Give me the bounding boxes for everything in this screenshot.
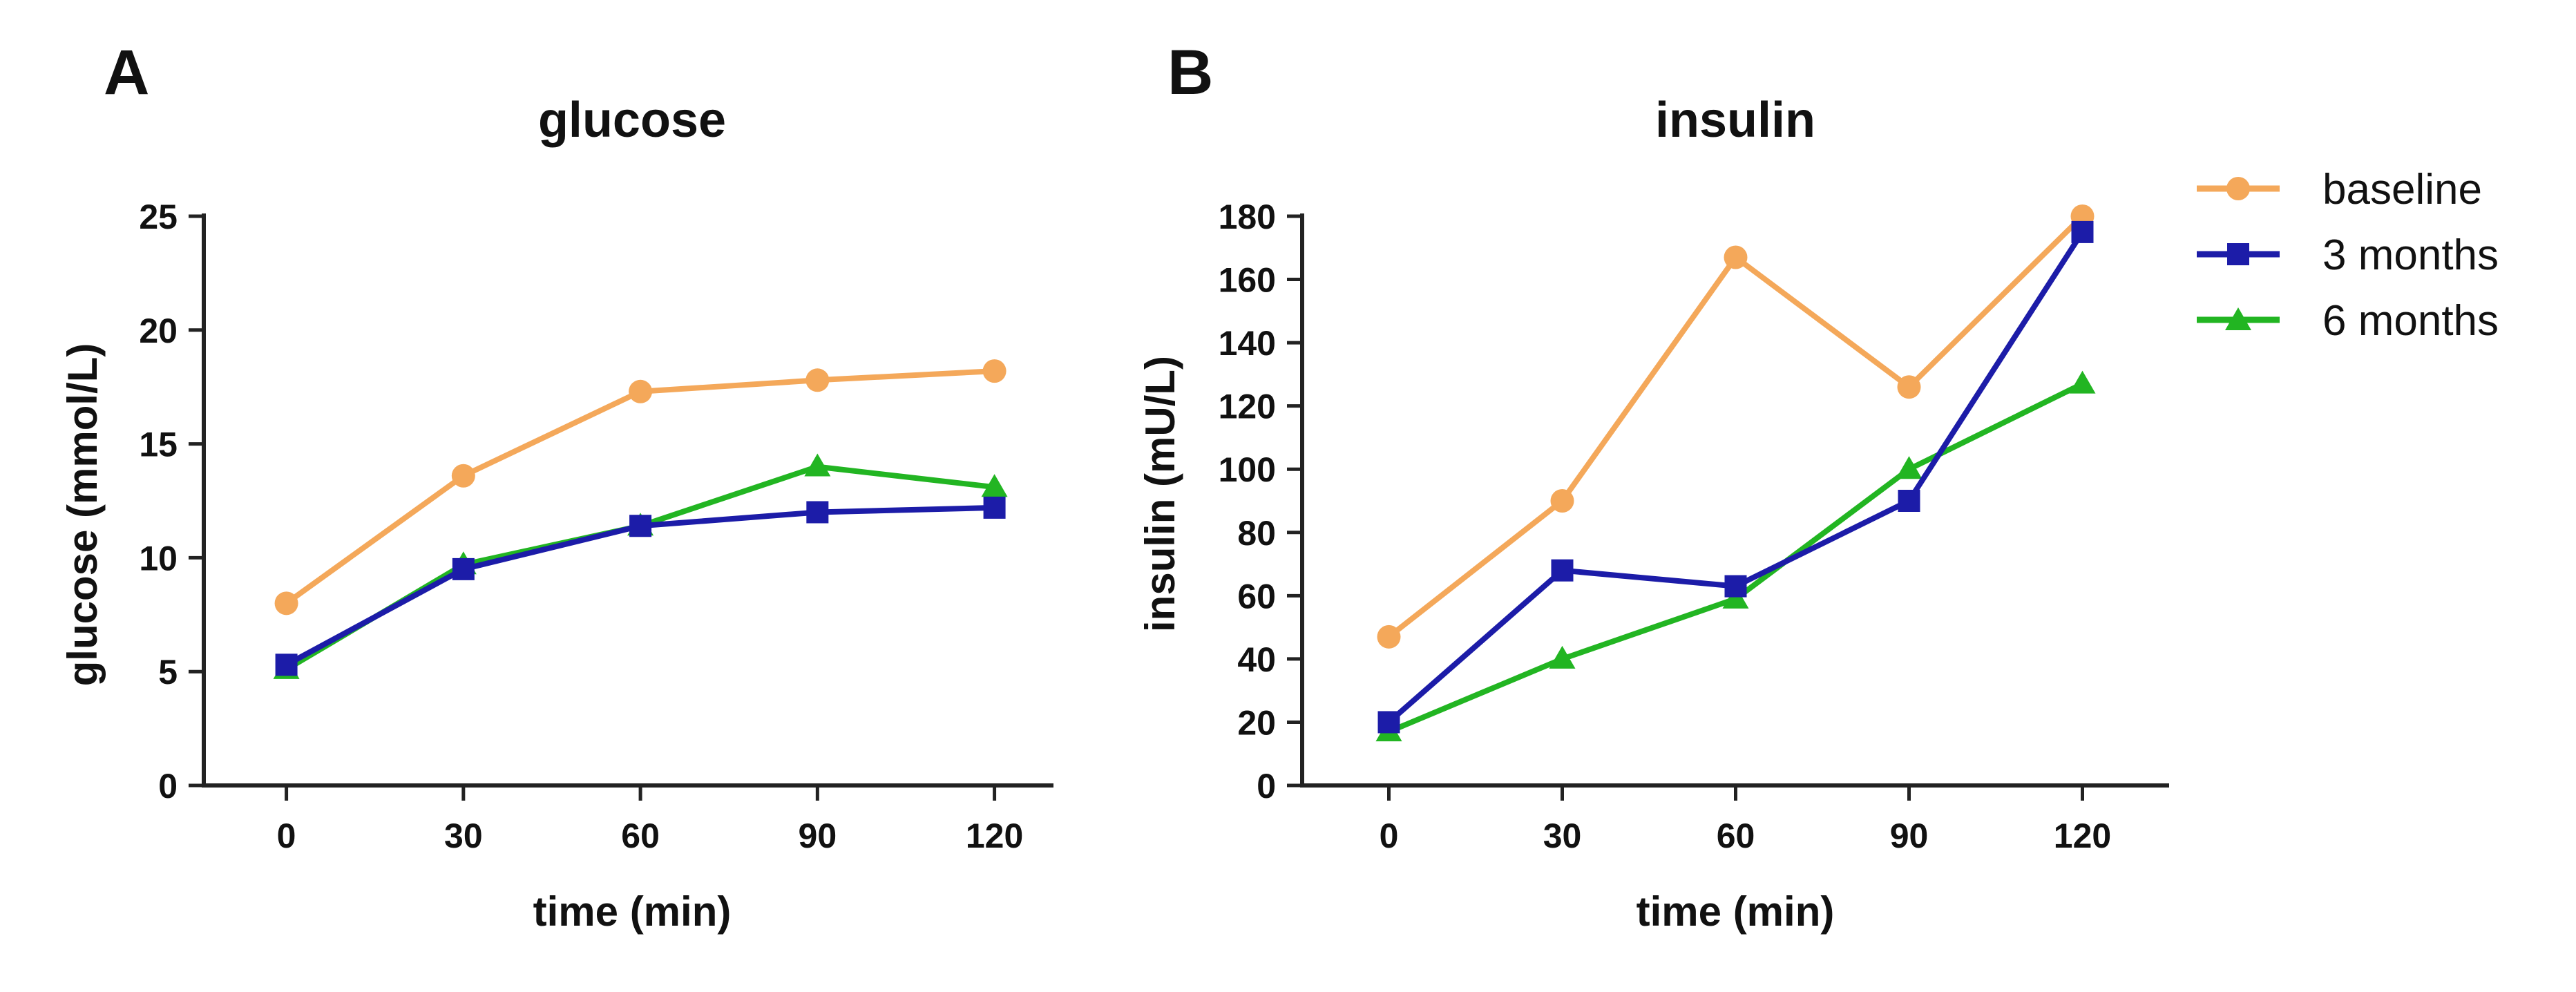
x-tick-label-glucose: 30 (444, 817, 483, 855)
data-point-3-months-glucose (629, 515, 652, 537)
data-point-3-months-glucose (806, 501, 829, 524)
y-tick-label-insulin: 180 (1219, 198, 1276, 236)
panel-letter-b: B (1167, 37, 1213, 108)
panel-b: B insulin time (min) insulin (mU/L) 0 20 4… (1137, 37, 2169, 935)
data-point-baseline-glucose (451, 464, 475, 488)
data-point-3-months-insulin (1898, 490, 1920, 512)
y-tick-label-glucose: 20 (139, 312, 178, 350)
data-point-baseline-glucose (629, 379, 653, 403)
x-tick-label-insulin: 60 (1717, 817, 1755, 855)
x-tick-label-glucose: 0 (277, 817, 296, 855)
y-tick-label-insulin: 60 (1237, 577, 1276, 616)
data-point-3-months-insulin (1551, 559, 1574, 582)
y-tick-label-insulin: 80 (1237, 514, 1276, 553)
data-point-baseline-insulin (1724, 245, 1748, 269)
series-line-6-months-glucose (285, 464, 995, 672)
data-point-baseline-insulin (1550, 489, 1574, 513)
chart-title-glucose: glucose (538, 93, 726, 148)
y-axis-label-glucose: glucose (mmol/L) (59, 343, 106, 687)
x-tick-label-glucose: 120 (966, 817, 1023, 855)
data-point-baseline-glucose (274, 591, 298, 616)
data-point-3-months-glucose (452, 557, 475, 580)
y-tick-label-insulin: 140 (1219, 324, 1276, 363)
data-point-6-months-glucose (804, 453, 831, 477)
x-tick-label-insulin: 30 (1543, 817, 1582, 855)
data-point-baseline-insulin (1897, 375, 1921, 399)
legend-marker-baseline (2226, 177, 2250, 200)
legend-marker-6-months (2225, 307, 2251, 330)
x-tick-label-insulin: 0 (1380, 817, 1399, 855)
y-tick-label-insulin: 20 (1237, 703, 1276, 742)
panel-a: A glucose time (min) glucose (mmol/L) 0 5… (59, 37, 1053, 935)
y-tick-label-glucose: 5 (158, 653, 178, 691)
legend-item-3-months: 3 months (2197, 231, 2499, 279)
y-tick-label-insulin: 40 (1237, 640, 1276, 679)
y-tick-label-insulin: 0 (1257, 767, 1276, 805)
x-tick-label-glucose: 60 (621, 817, 660, 855)
series-line-baseline-glucose (285, 368, 995, 606)
x-tick-label-glucose: 90 (799, 817, 837, 855)
y-tick-label-glucose: 0 (158, 767, 178, 805)
legend: baseline 3 months 6 months (2197, 166, 2499, 345)
legend-label-baseline: baseline (2322, 166, 2482, 213)
y-tick-label-insulin: 100 (1219, 450, 1276, 489)
x-axis-label-insulin: time (min) (1637, 888, 1835, 935)
series-line-3-months-insulin (1386, 230, 2085, 725)
legend-label-3-months: 3 months (2322, 231, 2499, 279)
legend-item-baseline: baseline (2197, 166, 2482, 213)
data-point-baseline-glucose (982, 359, 1006, 383)
y-axis-label-insulin: insulin (mU/L) (1137, 356, 1183, 632)
data-point-3-months-insulin (1377, 711, 1400, 734)
data-point-6-months-insulin (1896, 456, 1923, 479)
data-point-baseline-insulin (1377, 624, 1401, 649)
series-line-baseline-insulin (1387, 214, 2085, 639)
data-point-6-months-glucose (981, 474, 1008, 497)
data-point-3-months-insulin (2071, 220, 2094, 243)
y-tick-label-insulin: 120 (1219, 388, 1276, 426)
chart-title-insulin: insulin (1655, 93, 1815, 148)
y-tick-label-insulin: 160 (1219, 261, 1276, 300)
y-tick-label-glucose: 10 (139, 539, 178, 578)
legend-marker-3-months (2227, 243, 2249, 265)
data-point-6-months-insulin (1549, 645, 1576, 669)
marks-glucose (273, 359, 1008, 679)
y-tick-label-glucose: 25 (139, 198, 178, 236)
x-tick-label-insulin: 90 (1890, 817, 1929, 855)
legend-item-6-months: 6 months (2197, 297, 2499, 345)
data-point-baseline-glucose (805, 368, 830, 392)
data-point-3-months-glucose (275, 654, 298, 676)
data-point-3-months-insulin (1724, 575, 1747, 598)
x-axis-label-glucose: time (min) (533, 888, 732, 935)
axes-insulin: 0 20 40 60 80 100 120 140 160 180 0 30 60 90 120 (1219, 198, 2169, 855)
marks-insulin (1375, 204, 2096, 742)
x-tick-label-insulin: 120 (2054, 817, 2111, 855)
y-tick-label-glucose: 15 (139, 426, 178, 464)
legend-label-6-months: 6 months (2322, 297, 2499, 345)
data-point-6-months-insulin (2069, 370, 2096, 394)
panel-letter-a: A (104, 37, 149, 108)
data-point-3-months-glucose (983, 496, 1006, 519)
axes-glucose: 0 5 10 15 20 25 0 30 60 90 120 (139, 198, 1053, 855)
